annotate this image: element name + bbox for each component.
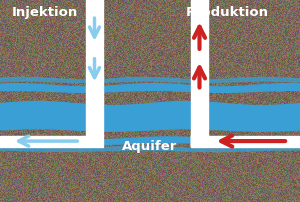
Text: Produktion: Produktion xyxy=(186,6,269,19)
Polygon shape xyxy=(86,131,103,147)
Wedge shape xyxy=(191,136,208,147)
Polygon shape xyxy=(191,131,208,147)
Text: Aquifer: Aquifer xyxy=(122,139,178,152)
Text: Injektion: Injektion xyxy=(12,6,78,19)
Wedge shape xyxy=(86,136,103,147)
